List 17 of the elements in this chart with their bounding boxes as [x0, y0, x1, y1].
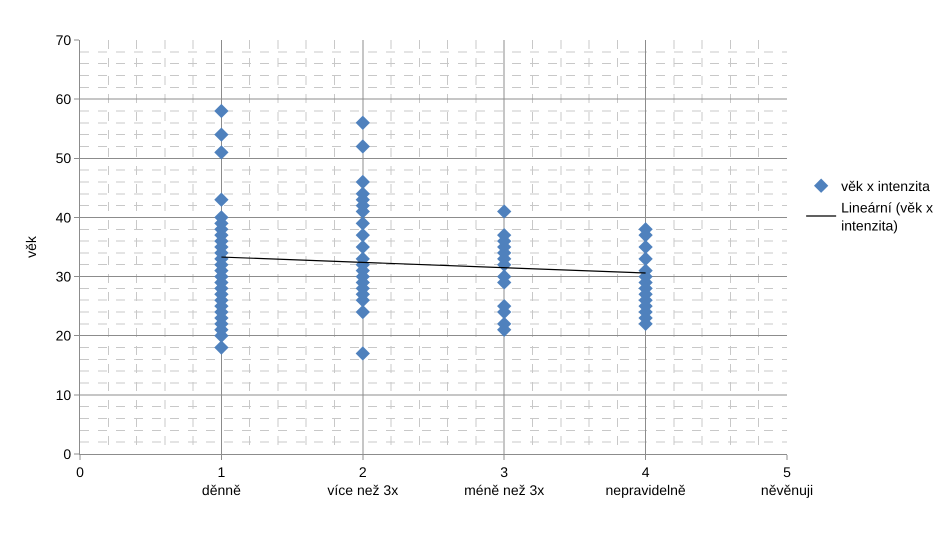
legend-label: věk x intenzita [841, 178, 930, 194]
y-tick-label: 20 [56, 328, 72, 344]
x-tick-label: 4 nepravidelně [606, 464, 686, 498]
y-tick-label: 40 [56, 209, 72, 226]
y-tick-label: 70 [56, 32, 72, 48]
x-tick-label: 3 méně než 3x [464, 464, 544, 498]
y-tick-label: 60 [56, 91, 72, 108]
y-tick-label: 10 [56, 386, 72, 403]
y-axis-title: věk [23, 235, 40, 258]
y-tick-label: 30 [56, 268, 72, 284]
y-tick-label: 50 [56, 150, 72, 166]
x-tick-label: 1 děnně [202, 464, 242, 498]
x-tick-label: 5 něvěnuji [760, 464, 814, 498]
legend-label: Lineární (věk x intenzita) [841, 199, 933, 234]
x-tick-label: 2 více než 3x [327, 464, 398, 498]
x-tick-label: 0 [76, 464, 84, 480]
y-tick-label: 0 [63, 446, 72, 462]
